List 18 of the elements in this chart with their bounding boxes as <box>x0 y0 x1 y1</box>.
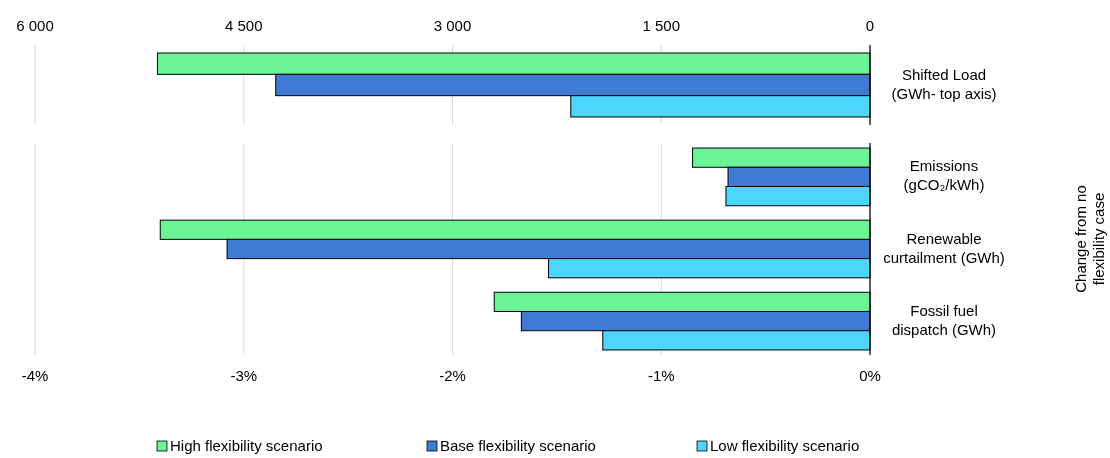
y-axis-title: Change from no flexibility case <box>1072 185 1107 293</box>
y-tick-label: Fossil fuel dispatch (GWh) <box>891 301 997 338</box>
x-tick-label: -4% <box>21 366 49 384</box>
y-tick-label: Shifted Load (GWh- top axis) <box>891 65 997 102</box>
legend-label: Low flexibility scenario <box>710 436 860 454</box>
x-tick-label: 3 000 <box>433 16 472 34</box>
y-tick-label: Emissions (gCO₂/kWh) <box>903 157 985 194</box>
x-tick-label: 1 500 <box>642 16 681 34</box>
legend-label: High flexibility scenario <box>170 436 323 454</box>
legend-label: Base flexibility scenario <box>440 436 596 454</box>
x-tick-label: 4 500 <box>224 16 263 34</box>
x-tick-label: 6 000 <box>16 16 54 34</box>
y-tick-label: Renewable curtailment (GWh) <box>883 229 1005 266</box>
x-tick-label: 0 <box>865 16 875 34</box>
x-tick-label: 0% <box>859 366 881 384</box>
x-tick-label: -3% <box>230 366 258 384</box>
x-tick-label: -1% <box>647 366 675 384</box>
x-tick-label: -2% <box>439 366 466 384</box>
